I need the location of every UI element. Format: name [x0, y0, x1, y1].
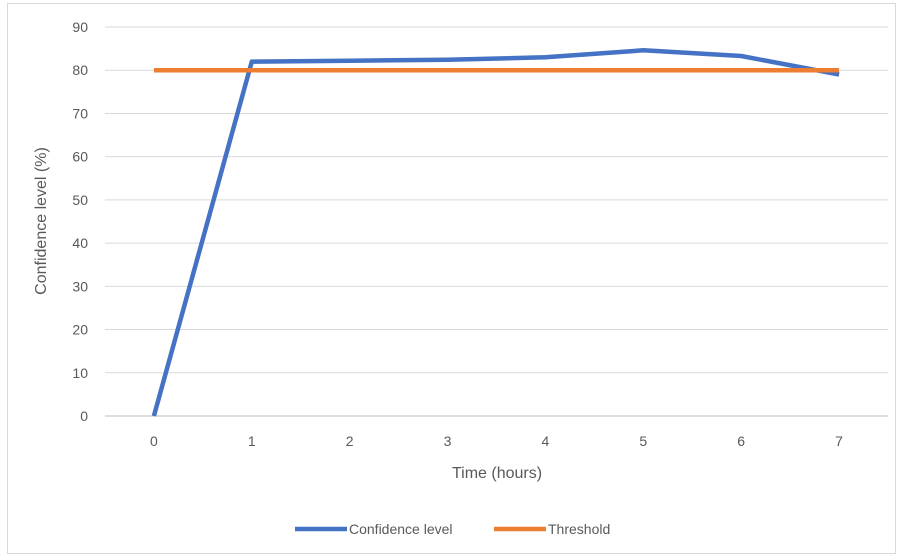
x-tick-label: 2 — [346, 433, 354, 449]
x-tick-label: 4 — [542, 433, 550, 449]
y-tick-label: 40 — [72, 235, 88, 251]
y-tick-label: 80 — [72, 62, 88, 78]
legend: Confidence level Threshold — [295, 521, 610, 537]
legend-label-threshold: Threshold — [548, 521, 610, 537]
gridlines — [105, 26, 888, 417]
y-tick-label: 30 — [72, 278, 88, 294]
legend-label-confidence: Confidence level — [349, 521, 453, 537]
y-tick-label: 90 — [72, 19, 88, 35]
x-tick-label: 7 — [835, 433, 843, 449]
x-tick-label: 3 — [444, 433, 452, 449]
y-tick-labels: 0 10 20 30 40 50 60 70 80 90 — [72, 19, 88, 424]
x-tick-label: 1 — [248, 433, 256, 449]
y-tick-label: 0 — [80, 408, 88, 424]
series-line-confidence — [151, 48, 840, 417]
y-axis-title: Confidence level (%) — [33, 147, 50, 295]
x-tick-label: 5 — [639, 433, 647, 449]
x-tick-label: 0 — [150, 433, 158, 449]
y-tick-label: 60 — [72, 149, 88, 165]
y-tick-label: 10 — [72, 365, 88, 381]
x-tick-label: 6 — [737, 433, 745, 449]
x-axis-title: Time (hours) — [452, 465, 542, 482]
series-lines — [151, 48, 840, 417]
y-tick-label: 70 — [72, 105, 88, 121]
y-tick-label: 20 — [72, 322, 88, 338]
x-tick-labels: 0 1 2 3 4 5 6 7 — [150, 433, 843, 449]
y-tick-label: 50 — [72, 192, 88, 208]
chart-frame — [7, 3, 896, 554]
